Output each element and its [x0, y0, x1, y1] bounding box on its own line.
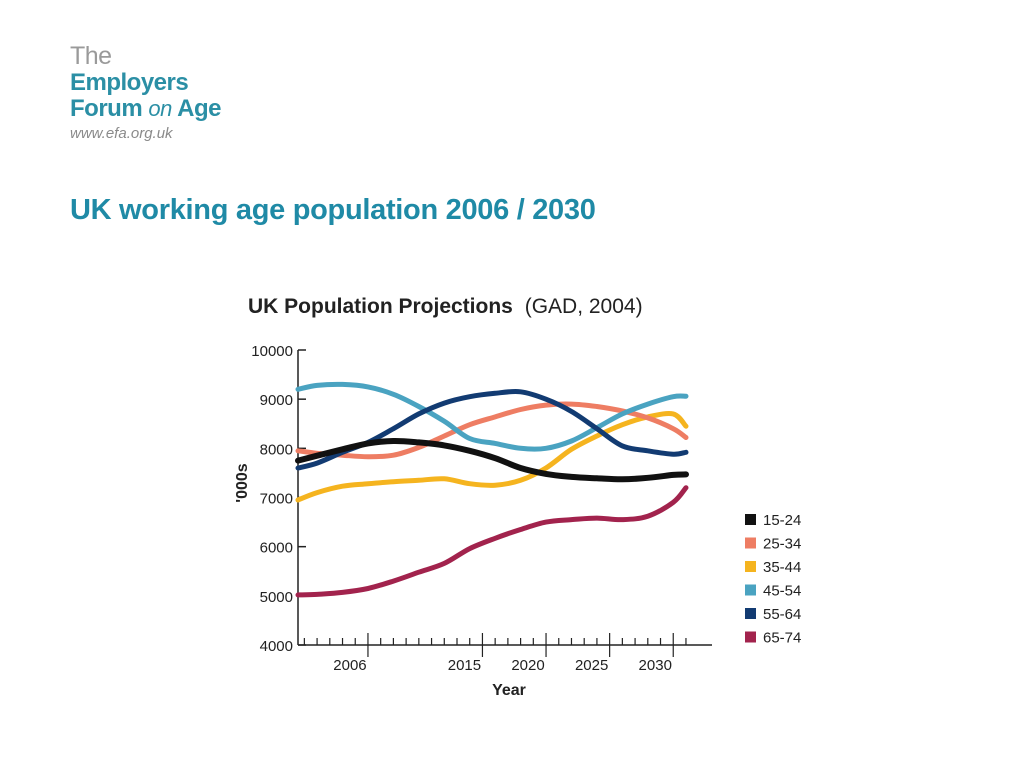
- series-line-15-24: [295, 437, 689, 483]
- x-tick-label: 2015: [448, 657, 481, 674]
- y-tick-label: 10000: [251, 343, 293, 360]
- legend-swatch-35-44: [745, 561, 756, 572]
- logo-line-forum-on-age: Forum on Age: [70, 97, 221, 121]
- logo-word-on: on: [148, 96, 172, 121]
- efa-logo: The Employers Forum on Age www.efa.org.u…: [70, 42, 221, 142]
- x-axis-label: Year: [492, 682, 526, 699]
- chart-subtitle: (GAD, 2004): [525, 295, 643, 318]
- slide-title: UK working age population 2006 / 2030: [70, 194, 596, 226]
- y-axis-label: '000s: [234, 463, 251, 503]
- logo-url: www.efa.org.uk: [70, 125, 173, 142]
- x-tick-label: 2030: [639, 657, 672, 674]
- legend-label-65-74: 65-74: [763, 630, 801, 647]
- legend-label-45-54: 45-54: [763, 583, 801, 600]
- series-line-65-74: [295, 485, 689, 598]
- legend-swatch-65-74: [745, 631, 756, 643]
- legend-swatch-15-24: [745, 514, 756, 525]
- y-tick-label: 4000: [260, 638, 293, 655]
- x-tick-label: 2020: [511, 657, 544, 674]
- series-line-45-54: [295, 381, 689, 452]
- x-tick-label: 2006: [333, 657, 366, 674]
- legend-label-35-44: 35-44: [763, 559, 801, 576]
- x-tick-label: 2025: [575, 657, 608, 674]
- chart-legend: 15-24 25-34 35-44 45-54 55-64 65-74: [745, 512, 801, 647]
- legend-label-55-64: 55-64: [763, 606, 801, 623]
- legend-swatch-55-64: [745, 608, 756, 619]
- logo-word-age: Age: [177, 95, 221, 122]
- y-tick-label: 6000: [260, 540, 293, 557]
- y-tick-label: 5000: [260, 589, 293, 606]
- y-tick-label: 8000: [260, 441, 293, 458]
- y-tick-label: 7000: [260, 491, 293, 508]
- legend-label-15-24: 15-24: [763, 512, 801, 529]
- legend-label-25-34: 25-34: [763, 536, 801, 553]
- logo-line-the: The: [70, 42, 112, 70]
- y-tick-label: 9000: [260, 392, 293, 409]
- chart-title: UK Population Projections: [248, 295, 513, 318]
- chart-axes: 4000 5000 6000 7000 8000 9000 10000 2006 2015 202…: [251, 343, 712, 674]
- chart-title-group: UK Population Projections (GAD, 2004): [248, 295, 643, 318]
- legend-swatch-45-54: [745, 584, 756, 596]
- chart-lines: [295, 381, 689, 598]
- legend-swatch-25-34: [745, 537, 756, 549]
- logo-line-employers: Employers: [70, 69, 189, 96]
- series-line-35-44: [295, 410, 689, 503]
- logo-word-forum: Forum: [70, 95, 143, 122]
